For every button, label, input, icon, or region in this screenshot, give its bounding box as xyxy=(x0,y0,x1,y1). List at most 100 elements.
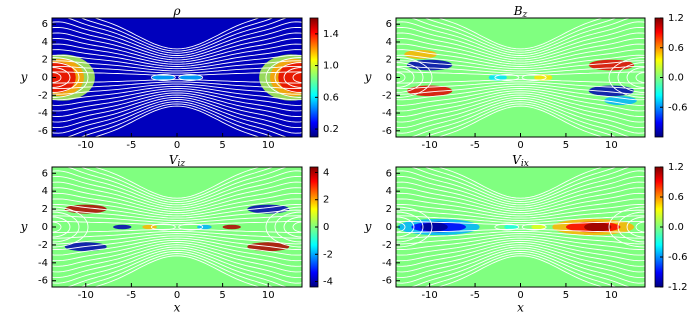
x-tick-label: 10 xyxy=(605,290,618,301)
field-loop xyxy=(274,62,302,93)
y-tick-label: 4 xyxy=(42,186,48,197)
colorbar-tick-label: 1.2 xyxy=(668,162,684,173)
x-tick-label: -10 xyxy=(78,290,94,301)
field-line xyxy=(396,187,645,212)
colorbar-tick-label: -0.6 xyxy=(668,252,688,263)
field-feature xyxy=(404,49,437,59)
colorbar-tick-label: -0.6 xyxy=(668,102,688,113)
field-line xyxy=(396,88,645,106)
field-line xyxy=(52,32,302,61)
field-line xyxy=(66,250,288,287)
title-subscript: ix xyxy=(521,159,529,169)
y-axis-label: y xyxy=(20,70,28,84)
y-tick-label: 0 xyxy=(42,222,48,233)
field-loop xyxy=(396,67,415,88)
x-tick-label: 5 xyxy=(219,290,225,301)
field-loop xyxy=(283,67,302,88)
field-feature xyxy=(604,96,637,106)
field-line xyxy=(396,244,645,273)
y-tick-label: -6 xyxy=(382,126,392,137)
field-loop xyxy=(283,216,302,238)
x-axis-label: x xyxy=(517,301,524,315)
field-line xyxy=(93,18,261,50)
field-line xyxy=(52,248,302,284)
y-tick-label: 2 xyxy=(386,55,392,66)
field-line xyxy=(52,220,302,226)
field-line xyxy=(52,235,302,250)
field-line xyxy=(396,239,645,262)
field-feature xyxy=(113,224,132,230)
colorbar-tick-label: 0.6 xyxy=(323,92,339,103)
field-line xyxy=(52,239,302,262)
field-loop xyxy=(150,223,176,231)
field-line xyxy=(396,60,645,72)
colorbar-tick-label: 0.6 xyxy=(668,43,684,54)
y-tick-label: 4 xyxy=(386,37,392,48)
field-loop xyxy=(626,67,645,88)
field-line xyxy=(52,198,302,217)
field-line xyxy=(52,99,302,134)
field-line xyxy=(52,244,302,273)
x-tick-label: 10 xyxy=(262,140,275,151)
title-main: V xyxy=(169,153,179,167)
field-loop xyxy=(396,216,415,238)
field-line xyxy=(52,38,302,63)
panel-title: ρ xyxy=(172,4,180,18)
field-line xyxy=(437,18,604,50)
panel: -10 -5 0 5 10 -6 -4 -2 0 2 4 6 Viz y x -4 -2 0 2 4 xyxy=(20,153,333,315)
field-feature xyxy=(420,222,448,232)
title-main: V xyxy=(512,153,522,167)
field-loop xyxy=(396,72,406,83)
field-line xyxy=(52,60,302,72)
field-line xyxy=(396,235,645,250)
x-tick-label: -5 xyxy=(126,290,136,301)
field-loop xyxy=(494,74,520,81)
y-tick-label: 0 xyxy=(42,73,48,84)
y-tick-label: 4 xyxy=(386,186,392,197)
field-line xyxy=(52,90,302,112)
colorbar-tick-label: 2 xyxy=(323,195,329,206)
field-line xyxy=(396,204,645,219)
panel: -10 -5 0 5 10 -6 -4 -2 0 2 4 6 ρ y 0.2 0.6 1.0 1.4 xyxy=(20,4,339,152)
field-loop xyxy=(292,72,302,83)
field-line xyxy=(424,103,617,137)
field-line xyxy=(396,38,645,63)
field-line xyxy=(396,198,645,217)
field-line xyxy=(437,105,604,137)
field-line xyxy=(52,81,302,90)
field-line xyxy=(52,85,302,101)
colorbar-tick-label: 0.0 xyxy=(668,222,684,233)
field-feature xyxy=(584,222,612,232)
field-loop xyxy=(617,211,645,243)
field-loop xyxy=(521,223,547,231)
y-tick-label: 6 xyxy=(386,168,392,179)
y-tick-label: 2 xyxy=(42,55,48,66)
field-line xyxy=(396,71,645,76)
y-tick-label: -4 xyxy=(382,258,392,269)
y-axis-label: y xyxy=(364,70,372,84)
field-line xyxy=(52,187,302,212)
field-line xyxy=(52,43,302,65)
colorbar-tick-label: -4 xyxy=(323,277,333,288)
field-loop xyxy=(396,57,433,98)
field-line xyxy=(52,71,302,76)
field-line xyxy=(396,49,645,67)
field-loop xyxy=(265,206,302,248)
field-line xyxy=(52,242,302,267)
field-line xyxy=(396,92,645,117)
colorbar-tick-label: 0.2 xyxy=(323,124,339,135)
field-line xyxy=(52,88,302,106)
field-line xyxy=(396,192,645,215)
field-line xyxy=(396,228,645,234)
field-loop xyxy=(635,221,645,233)
field-line xyxy=(396,32,645,61)
field-line xyxy=(66,167,288,204)
y-tick-label: -2 xyxy=(382,240,392,251)
field-line xyxy=(396,175,645,208)
field-line xyxy=(396,65,645,74)
y-tick-label: -6 xyxy=(382,276,392,287)
field-line xyxy=(396,209,645,221)
field-loop xyxy=(52,67,71,88)
field-line xyxy=(396,85,645,101)
colorbar-tick-label: 0.0 xyxy=(668,73,684,84)
